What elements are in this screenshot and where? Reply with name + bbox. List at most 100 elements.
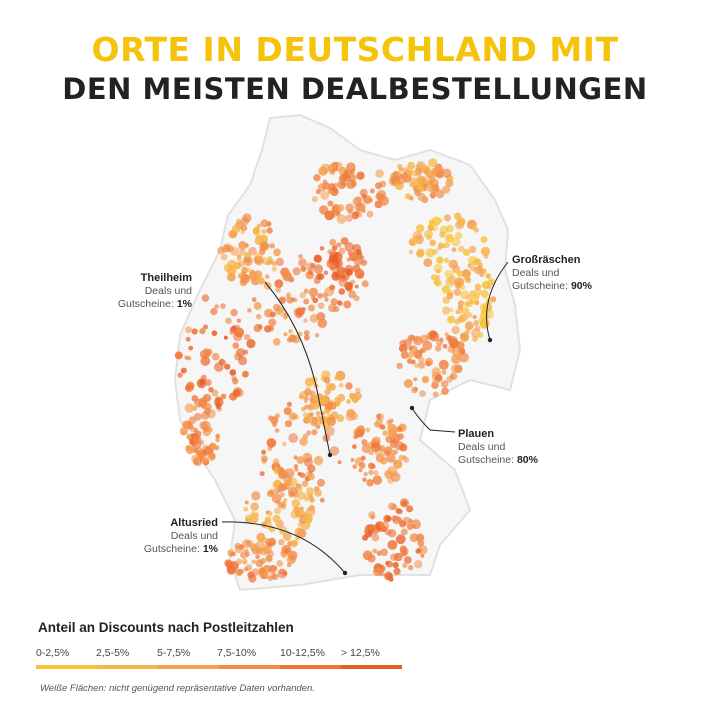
region-dot [364,528,369,534]
region-dot [282,271,293,282]
region-dot [337,300,343,306]
region-dot [334,259,344,268]
region-dot [421,377,428,383]
region-dot [480,236,488,243]
region-dot [355,387,361,394]
region-dot [280,501,287,508]
region-dot [327,200,334,207]
region-dot [375,182,382,190]
region-dot [428,158,438,168]
region-dot [442,185,451,194]
region-dot [402,562,408,569]
region-dot [264,274,270,280]
region-dot [220,303,226,309]
region-dot [203,348,211,355]
region-dot [229,329,235,335]
region-dot [407,358,413,364]
region-dot [395,441,405,451]
region-dot [480,246,491,256]
region-dot [242,213,252,223]
region-dot [435,275,441,281]
region-dot [303,334,310,341]
region-dot [201,420,211,431]
region-dot [230,308,238,317]
region-dot [253,226,260,234]
callout-plauen: Plauen Deals und Gutscheine: 80% [458,428,538,467]
region-dot [458,281,463,286]
region-dot [417,539,425,547]
marker-plauen [409,405,415,411]
region-dot [259,471,265,477]
region-dot [473,320,480,326]
legend-swatch-6 [341,665,402,669]
region-dot [273,303,281,312]
region-dot [283,498,288,503]
region-dot [283,407,292,416]
region-dot [320,191,330,200]
region-dot [416,248,425,257]
region-dot [380,521,390,531]
region-dot [442,306,451,315]
region-dot [257,276,265,285]
region-dot [435,189,445,199]
region-dot [290,509,300,519]
region-dot [288,433,299,443]
region-dot [375,192,383,201]
region-dot [272,481,280,488]
region-dot [319,395,329,405]
region-dot [265,555,273,563]
region-dot [435,269,441,274]
region-dot [399,546,409,556]
region-dot [351,211,359,220]
region-dot [236,256,242,262]
region-dot [445,224,454,233]
region-dot [210,444,216,450]
region-dot [408,249,414,255]
region-dot [241,558,248,565]
region-dot [480,289,489,299]
region-dot [319,497,325,503]
legend-title: Anteil an Discounts nach Postleitzahlen [38,620,294,635]
region-dot [191,328,198,335]
region-dot [284,548,290,554]
region-dot [310,418,318,427]
region-dot [258,567,266,575]
region-dot [427,184,435,193]
germany-outline [173,113,522,592]
region-dot [272,514,281,524]
region-dot [274,428,280,433]
region-dot [474,265,483,275]
region-dot [397,163,403,170]
region-dot [400,528,408,536]
title-line-2: DEN MEISTEN DEALBESTELLUNGEN [62,72,648,106]
region-dot [207,452,216,461]
region-dot [352,464,358,469]
callout-plauen-name: Plauen [458,428,495,440]
region-dot [319,246,325,251]
region-dot [338,288,346,295]
region-dot [261,228,267,235]
region-dot [314,489,322,497]
region-dot [193,435,202,445]
region-dot [339,383,344,388]
legend-label-2: 2,5-5% [96,647,130,659]
region-dot [278,469,288,479]
region-dot [240,273,251,284]
region-dot [269,311,276,318]
region-dot [393,567,401,576]
region-dot [299,437,308,446]
region-dot [356,171,365,180]
callout-altusried-name: Altusried [170,517,218,529]
region-dot [317,318,328,329]
region-dot [214,397,224,407]
region-dot [201,456,209,463]
region-dot [399,520,407,528]
region-dot [361,193,367,199]
region-dot [245,267,251,273]
region-dot [352,444,357,450]
region-dot [200,411,210,420]
region-dot [282,441,287,447]
region-dot [451,325,461,335]
region-dot [382,430,389,436]
region-dot [307,413,313,419]
